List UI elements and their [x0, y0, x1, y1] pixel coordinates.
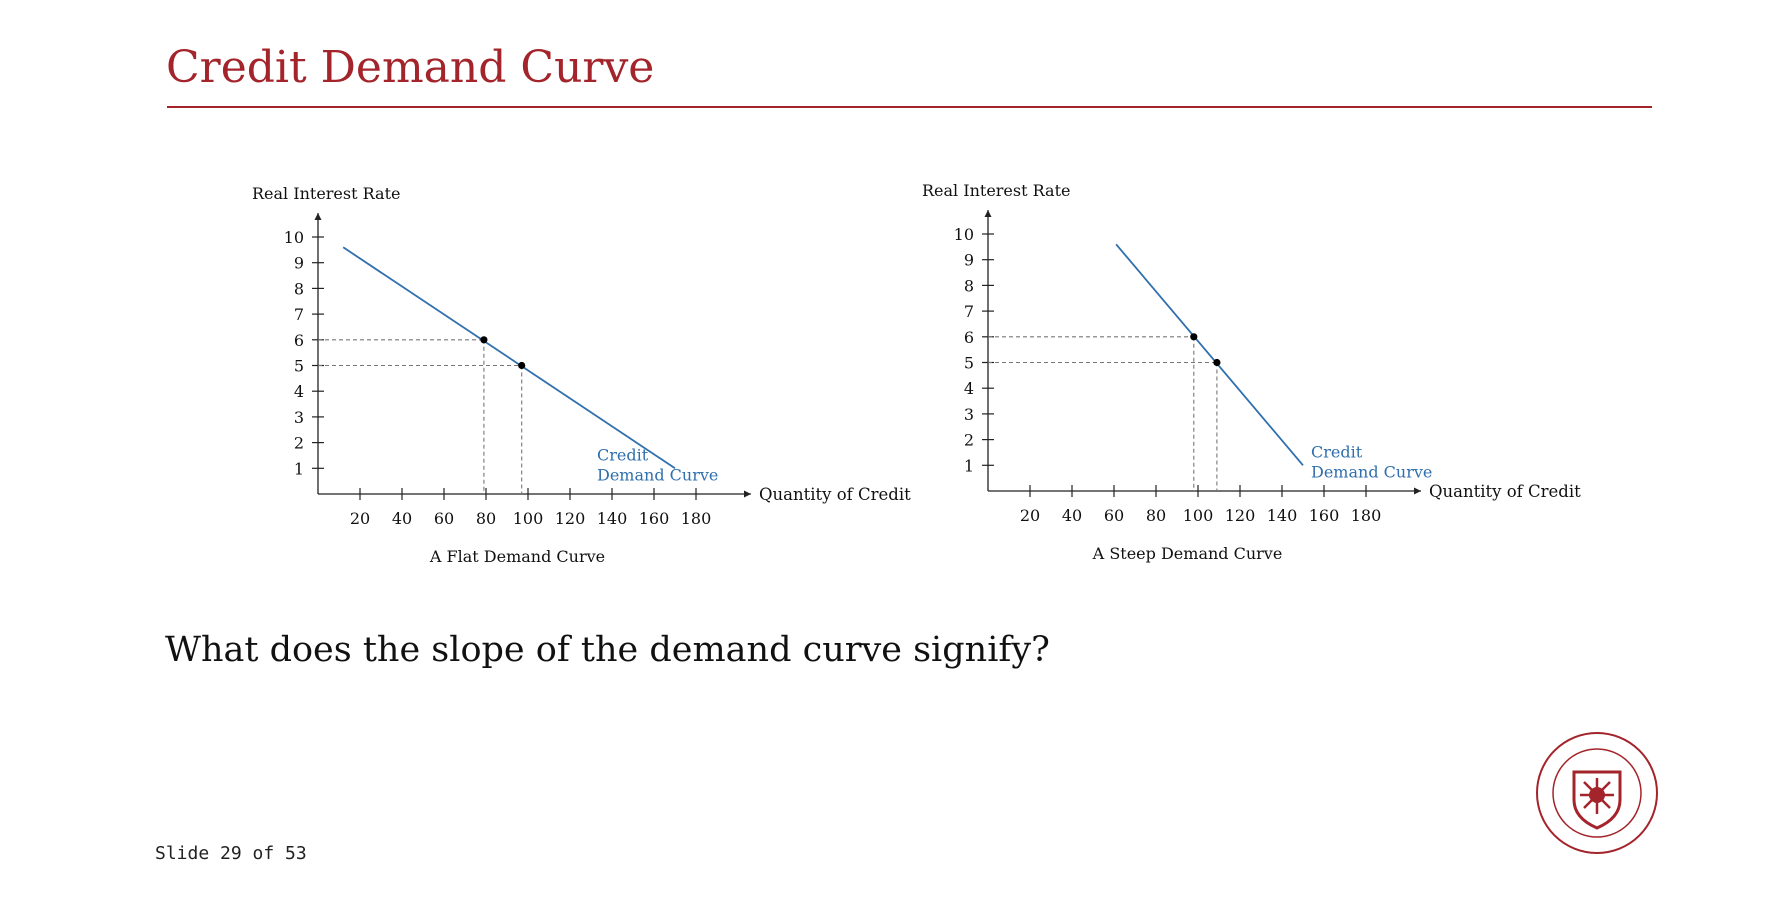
- data-point: [480, 336, 487, 343]
- slide-number: Slide 29 of 53: [155, 842, 307, 866]
- x-axis-label: Quantity of Credit: [1429, 482, 1581, 501]
- data-point: [518, 362, 525, 369]
- slide-title: Credit Demand Curve: [166, 38, 654, 98]
- y-tick-label: 3: [294, 408, 304, 427]
- y-tick-label: 10: [954, 225, 974, 244]
- x-tick-label: 40: [1062, 506, 1082, 525]
- x-tick-label: 120: [555, 509, 586, 528]
- y-axis-arrow-icon: [315, 213, 322, 220]
- curve-label: Credit: [1311, 442, 1363, 461]
- curve-label: Credit: [597, 445, 649, 464]
- x-axis-label: Quantity of Credit: [759, 485, 911, 504]
- y-tick-label: 1: [294, 459, 304, 478]
- y-tick-label: 6: [294, 331, 304, 350]
- x-tick-label: 60: [434, 509, 454, 528]
- chart-caption: A Flat Demand Curve: [429, 547, 605, 566]
- title-divider: [167, 106, 1652, 108]
- x-tick-label: 100: [1183, 506, 1214, 525]
- x-tick-label: 160: [1309, 506, 1340, 525]
- y-tick-label: 2: [964, 431, 974, 450]
- x-tick-label: 140: [1267, 506, 1298, 525]
- y-tick-label: 7: [294, 305, 304, 324]
- x-tick-label: 20: [350, 509, 370, 528]
- x-tick-label: 160: [639, 509, 670, 528]
- university-seal-icon: [1534, 730, 1660, 856]
- y-axis-arrow-icon: [985, 210, 992, 217]
- y-tick-label: 9: [294, 254, 304, 273]
- discussion-question: What does the slope of the demand curve …: [165, 626, 1050, 674]
- chart-caption: A Steep Demand Curve: [1092, 544, 1283, 563]
- y-tick-label: 1: [964, 456, 974, 475]
- y-tick-label: 8: [294, 279, 304, 298]
- demand-curve-line: [1116, 244, 1303, 465]
- y-axis-label: Real Interest Rate: [252, 184, 400, 203]
- y-tick-label: 3: [964, 405, 974, 424]
- x-tick-label: 60: [1104, 506, 1124, 525]
- y-tick-label: 4: [294, 382, 304, 401]
- y-tick-label: 8: [964, 276, 974, 295]
- x-tick-label: 40: [392, 509, 412, 528]
- y-tick-label: 10: [284, 228, 304, 247]
- demand-curve-line: [343, 247, 675, 468]
- x-axis-arrow-icon: [1414, 488, 1421, 495]
- x-tick-label: 180: [681, 509, 712, 528]
- data-point: [1213, 359, 1220, 366]
- x-tick-label: 100: [513, 509, 544, 528]
- data-point: [1190, 333, 1197, 340]
- y-tick-label: 5: [964, 354, 974, 373]
- x-tick-label: 20: [1020, 506, 1040, 525]
- y-tick-label: 4: [964, 379, 974, 398]
- y-tick-label: 5: [294, 357, 304, 376]
- y-axis-label: Real Interest Rate: [922, 181, 1070, 200]
- x-tick-label: 120: [1225, 506, 1256, 525]
- x-tick-label: 80: [476, 509, 496, 528]
- x-tick-label: 180: [1351, 506, 1382, 525]
- y-tick-label: 7: [964, 302, 974, 321]
- y-tick-label: 9: [964, 251, 974, 270]
- y-tick-label: 2: [294, 434, 304, 453]
- y-tick-label: 6: [964, 328, 974, 347]
- x-tick-label: 140: [597, 509, 628, 528]
- curve-label: Demand Curve: [597, 465, 718, 484]
- x-axis-arrow-icon: [744, 491, 751, 498]
- x-tick-label: 80: [1146, 506, 1166, 525]
- curve-label: Demand Curve: [1311, 462, 1432, 481]
- seal-center: [1589, 787, 1605, 803]
